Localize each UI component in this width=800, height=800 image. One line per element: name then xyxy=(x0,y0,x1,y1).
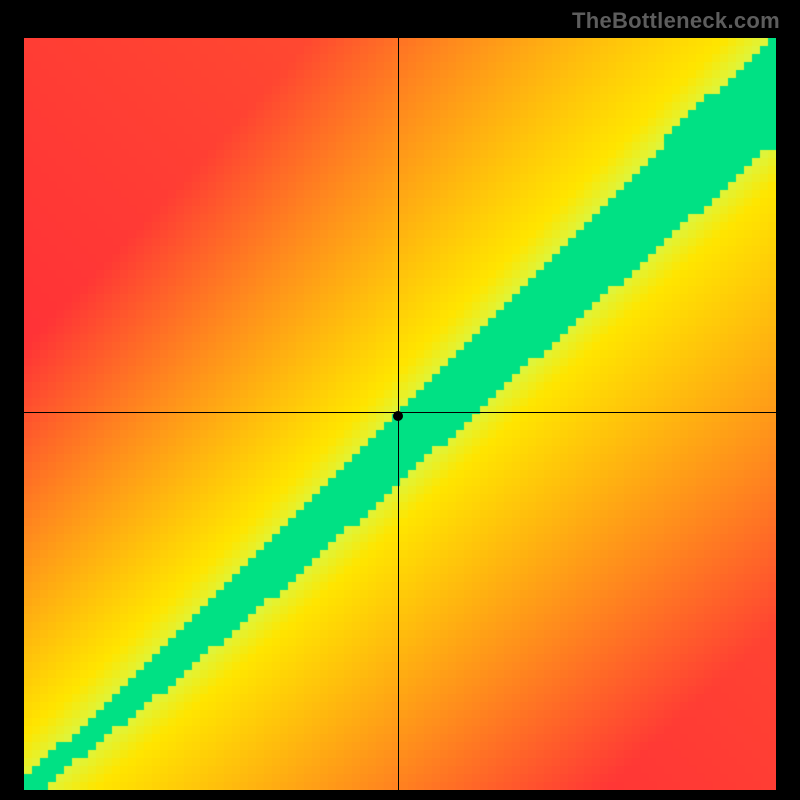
crosshair-marker xyxy=(393,411,403,421)
watermark-text: TheBottleneck.com xyxy=(572,8,780,34)
